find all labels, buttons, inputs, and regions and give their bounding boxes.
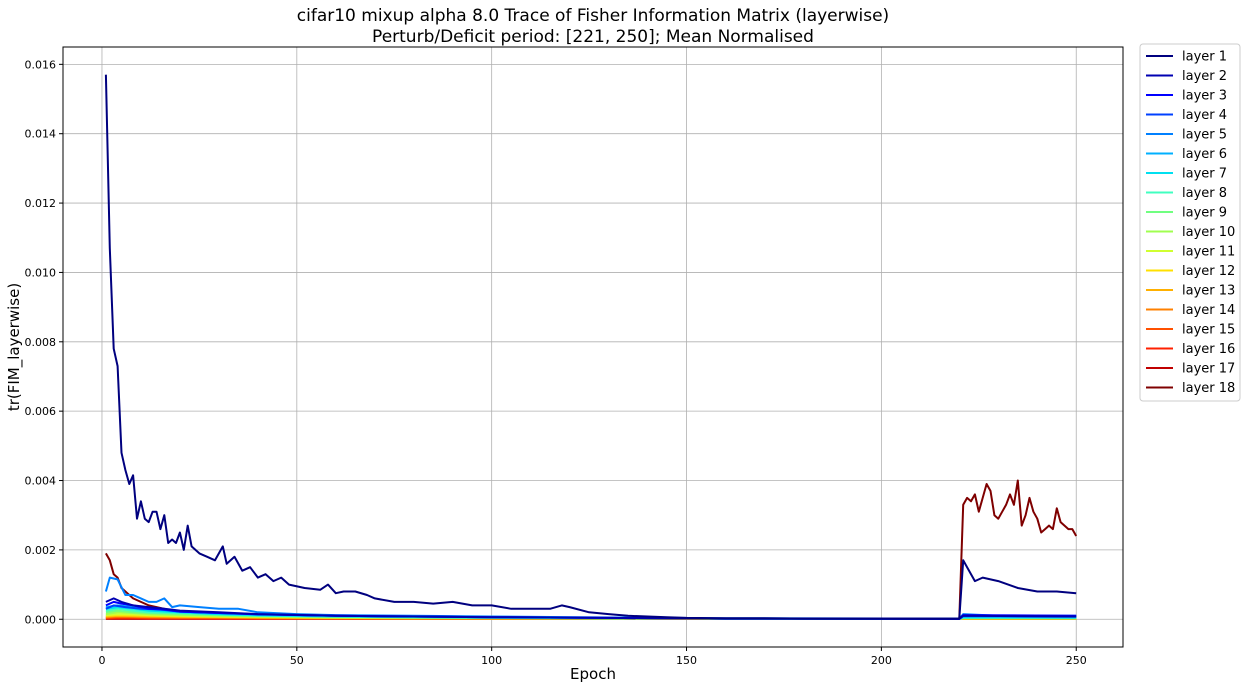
y-tick-label: 0.016 (25, 58, 57, 71)
x-tick-label: 250 (1066, 654, 1087, 667)
legend-label: layer 14 (1182, 303, 1235, 318)
legend-label: layer 16 (1182, 342, 1235, 357)
legend-label: layer 4 (1182, 108, 1227, 123)
legend-label: layer 7 (1182, 167, 1227, 182)
chart-subtitle: Perturb/Deficit period: [221, 250]; Mean… (372, 27, 814, 47)
series-line-layer-18 (105, 479, 1078, 620)
x-tick-label: 200 (871, 654, 892, 667)
legend-label: layer 12 (1182, 264, 1235, 279)
legend-label: layer 17 (1182, 362, 1235, 377)
legend-label: layer 3 (1182, 89, 1227, 104)
legend-label: layer 8 (1182, 186, 1227, 201)
y-tick-label: 0.008 (25, 336, 57, 349)
y-tick-label: 0.002 (25, 544, 57, 557)
x-axis-label: Epoch (570, 665, 616, 683)
y-tick-label: 0.014 (25, 128, 57, 141)
y-tick-label: 0.012 (25, 197, 57, 210)
y-tick-label: 0.004 (25, 475, 57, 488)
plot-series (104, 74, 1078, 620)
y-axis-label: tr(FIM_layerwise) (5, 283, 24, 411)
legend-label: layer 18 (1182, 381, 1235, 396)
x-tick-label: 100 (481, 654, 502, 667)
y-tick-label: 0.000 (25, 613, 57, 626)
legend-label: layer 6 (1182, 147, 1227, 162)
legend-label: layer 9 (1182, 206, 1227, 221)
x-tick-label: 50 (290, 654, 304, 667)
plot-area-frame (62, 46, 1124, 648)
legend: layer 1 layer 2 layer 3 layer 4 layer 5 layer… (1139, 43, 1241, 402)
x-tick-label: 0 (98, 654, 105, 667)
legend-label: layer 13 (1182, 284, 1235, 299)
y-tick-label: 0.010 (25, 266, 57, 279)
legend-label: layer 5 (1182, 128, 1227, 143)
legend-label: layer 11 (1182, 245, 1235, 260)
series-line-layer-1 (104, 74, 1077, 620)
legend-label: layer 2 (1182, 69, 1227, 84)
chart-title: cifar10 mixup alpha 8.0 Trace of Fisher … (297, 6, 889, 26)
axis-ticks: 0 50 100 150 200 250 0.000 0.002 0.004 0.006 0.008… (25, 58, 1087, 667)
legend-label: layer 10 (1182, 225, 1235, 240)
grid-lines (63, 47, 1123, 647)
x-tick-label: 150 (676, 654, 697, 667)
legend-label: layer 1 (1182, 50, 1227, 65)
y-tick-label: 0.006 (25, 405, 57, 418)
legend-label: layer 15 (1182, 323, 1235, 338)
